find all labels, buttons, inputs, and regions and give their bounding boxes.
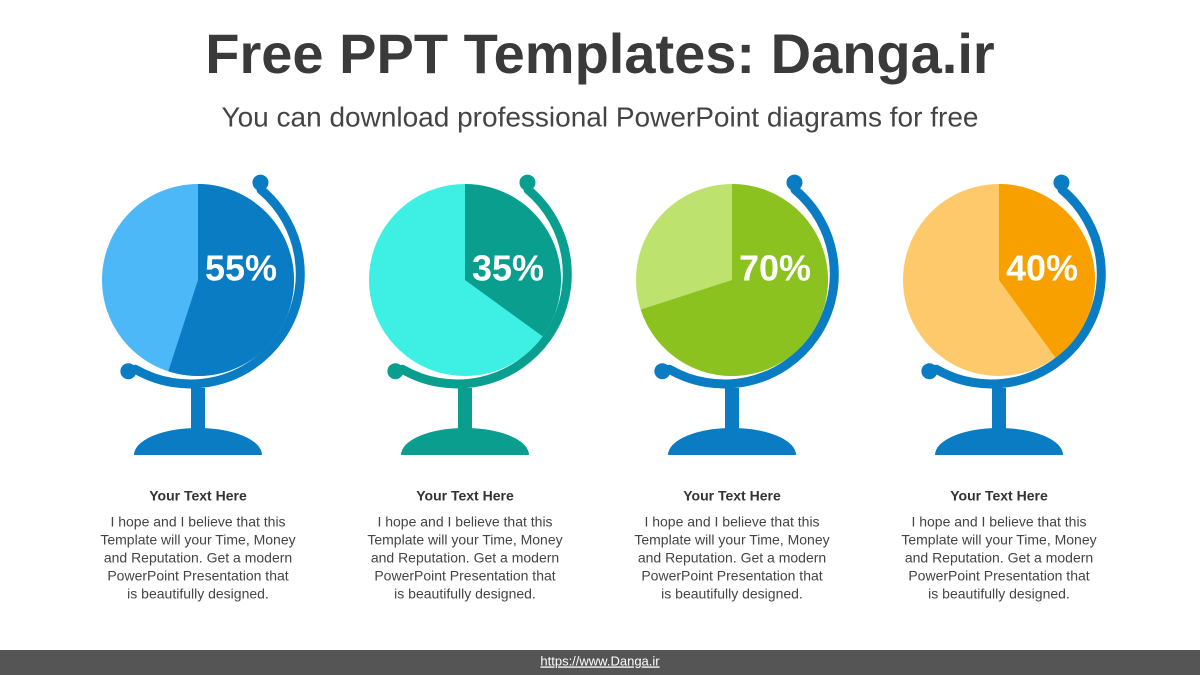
item-text: Template will your Time, Money <box>367 532 562 548</box>
ring-knob <box>654 363 671 380</box>
item-text: PowerPoint Presentation that <box>107 568 288 584</box>
item-heading: Your Text Here <box>683 488 781 504</box>
ring-knob <box>387 363 404 380</box>
value-label: 35% <box>472 248 544 289</box>
item-text: I hope and I believe that this <box>110 514 285 530</box>
globe-ring <box>664 185 839 389</box>
item-text: and Reputation. Get a modern <box>371 550 559 566</box>
globe-ring <box>130 185 305 389</box>
stand-base <box>134 428 262 455</box>
value-label: 55% <box>205 248 277 289</box>
stand-base <box>401 428 529 455</box>
item-text: PowerPoint Presentation that <box>374 568 555 584</box>
footer-bar <box>0 650 1200 675</box>
item-heading: Your Text Here <box>149 488 247 504</box>
ring-knob <box>120 363 137 380</box>
ring-knob <box>786 174 803 191</box>
item-text: PowerPoint Presentation that <box>908 568 1089 584</box>
pie-slice <box>640 183 828 376</box>
pie-slice <box>465 183 561 337</box>
item-text: is beautifully designed. <box>127 586 269 602</box>
item-text: Template will your Time, Money <box>100 532 295 548</box>
pie-slice <box>168 184 295 376</box>
ring-knob <box>921 363 938 380</box>
item-heading: Your Text Here <box>416 488 514 504</box>
title: Free PPT Templates: Danga.ir <box>205 22 994 85</box>
stand-stem <box>725 388 739 430</box>
stand-stem <box>191 388 205 430</box>
footer-link[interactable]: https://www.Danga.ir <box>540 653 660 668</box>
ring-knob <box>519 174 536 191</box>
item-text: is beautifully designed. <box>661 586 803 602</box>
item-heading: Your Text Here <box>950 488 1048 504</box>
item-text: and Reputation. Get a modern <box>104 550 292 566</box>
stand-base <box>668 428 796 455</box>
value-label: 70% <box>739 248 811 289</box>
item-text: PowerPoint Presentation that <box>641 568 822 584</box>
item-text: is beautifully designed. <box>928 586 1070 602</box>
stand-stem <box>458 388 472 430</box>
ring-knob <box>252 174 269 191</box>
value-label: 40% <box>1006 248 1078 289</box>
stand-base <box>935 428 1063 455</box>
item-text: I hope and I believe that this <box>377 514 552 530</box>
item-text: is beautifully designed. <box>394 586 536 602</box>
pie-slice <box>999 183 1095 358</box>
globe-ring <box>931 185 1106 389</box>
item-text: and Reputation. Get a modern <box>905 550 1093 566</box>
ring-knob <box>1053 174 1070 191</box>
item-text: and Reputation. Get a modern <box>638 550 826 566</box>
item-text: Template will your Time, Money <box>901 532 1096 548</box>
item-text: Template will your Time, Money <box>634 532 829 548</box>
stand-stem <box>992 388 1006 430</box>
subtitle: You can download professional PowerPoint… <box>222 101 979 132</box>
globe-ring <box>397 185 572 389</box>
item-text: I hope and I believe that this <box>911 514 1086 530</box>
item-text: I hope and I believe that this <box>644 514 819 530</box>
